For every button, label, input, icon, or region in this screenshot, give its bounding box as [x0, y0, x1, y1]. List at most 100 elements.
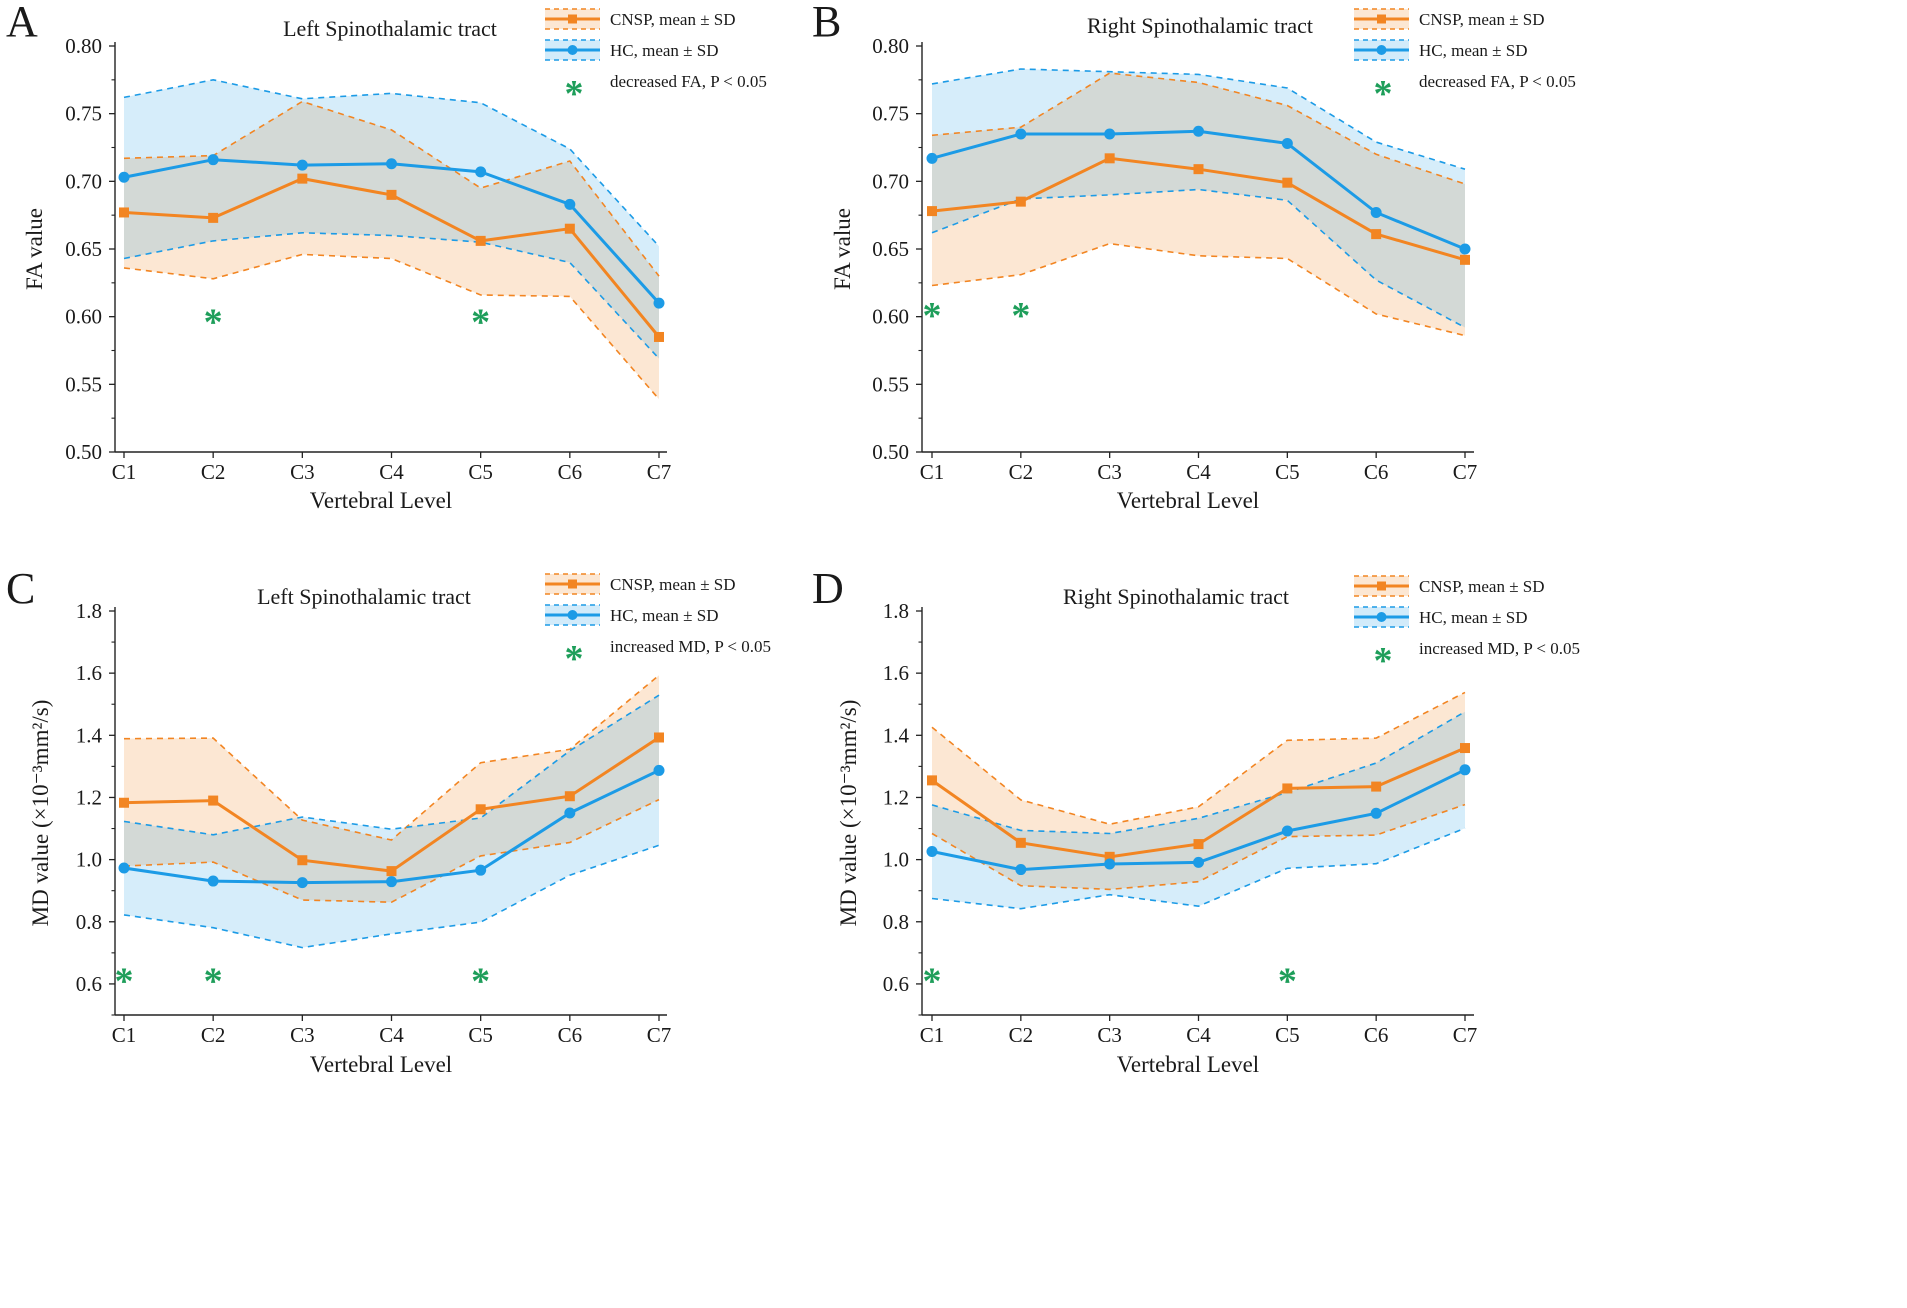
- legend-significance-label: increased MD, P < 0.05: [610, 637, 771, 656]
- legend-cnsp-label: CNSP, mean ± SD: [610, 10, 736, 29]
- cnsp-point-c5: [475, 804, 486, 815]
- cnsp-point-c5: [475, 235, 486, 246]
- hc-point-c2: [1015, 864, 1027, 876]
- y-tick-label: 0.50: [65, 440, 102, 464]
- legend-hc-label: HC, mean ± SD: [610, 41, 719, 60]
- x-axis-label: Vertebral Level: [310, 488, 452, 513]
- hc-upper-sd-line: [931, 68, 1466, 170]
- significance-star-c5: *: [1278, 960, 1297, 1002]
- legend-cnsp-marker: [568, 14, 577, 24]
- x-tick-label-c7: C7: [647, 1023, 672, 1047]
- cnsp-point-c7: [1460, 254, 1470, 265]
- hc-point-c7: [1459, 764, 1471, 776]
- x-tick-label-c3: C3: [290, 1023, 315, 1047]
- significance-star-c1: *: [923, 295, 942, 337]
- significance-star-c5: *: [471, 302, 490, 344]
- hc-point-c5: [1281, 825, 1293, 837]
- cnsp-point-c1: [927, 775, 937, 786]
- x-axis-label: Vertebral Level: [310, 1052, 452, 1077]
- y-axis-label: FA value: [830, 208, 855, 290]
- x-tick-label-c3: C3: [1097, 1023, 1122, 1047]
- cnsp-point-c1: [119, 797, 129, 808]
- x-tick-label-c6: C6: [558, 1023, 583, 1047]
- chart-title: Left Spinothalamic tract: [283, 16, 497, 41]
- x-axis-label: Vertebral Level: [1117, 1052, 1259, 1077]
- cnsp-point-c4: [386, 189, 397, 200]
- legend-hc-marker: [1376, 612, 1387, 622]
- hc-point-c1: [926, 846, 938, 858]
- cnsp-point-c2: [1015, 837, 1026, 848]
- panel-c: 0.6 0.8 1.0 1.2 1.4 1.6 1.8 C1 C2 C3 C4 C5 C6 C7 C Left…: [6, 564, 771, 1077]
- cnsp-point-c6: [564, 791, 575, 802]
- y-tick-label: 0.80: [872, 34, 909, 58]
- y-tick-label: 1.2: [883, 785, 909, 809]
- hc-upper-sd-line: [123, 694, 660, 836]
- significance-star-c2: *: [204, 302, 223, 344]
- cnsp-point-c5: [1282, 177, 1293, 188]
- x-tick-label-c1: C1: [112, 460, 137, 484]
- y-tick-label: 0.75: [65, 102, 102, 126]
- x-tick-label-c6: C6: [1364, 460, 1389, 484]
- legend-hc-label: HC, mean ± SD: [1419, 41, 1528, 60]
- x-tick-label-c6: C6: [558, 460, 583, 484]
- x-tick-label-c3: C3: [290, 460, 315, 484]
- x-tick-label-c5: C5: [1275, 460, 1300, 484]
- legend-hc-marker: [567, 45, 578, 55]
- y-tick-label: 0.55: [872, 372, 909, 396]
- legend-hc-label: HC, mean ± SD: [1419, 608, 1528, 627]
- legend-cnsp-marker: [1377, 581, 1386, 591]
- panel-b: 0.50 0.55 0.60 0.65 0.70 0.75 0.80 C1 C2 C3 C4 C5 C6…: [812, 0, 1576, 513]
- cnsp-point-c3: [297, 173, 308, 184]
- y-tick-label: 1.0: [76, 848, 102, 872]
- y-tick-label: 0.70: [65, 169, 102, 193]
- cnsp-point-c2: [208, 795, 219, 806]
- cnsp-point-c4: [386, 866, 397, 877]
- x-tick-label-c6: C6: [1364, 1023, 1389, 1047]
- y-tick-label: 1.6: [76, 661, 102, 685]
- hc-point-c6: [1370, 807, 1382, 819]
- x-tick-label-c7: C7: [1453, 460, 1478, 484]
- cnsp-upper-sd-line: [931, 72, 1466, 185]
- legend-cnsp-label: CNSP, mean ± SD: [1419, 577, 1545, 596]
- x-tick-label-c1: C1: [920, 460, 945, 484]
- significance-star-c2: *: [1011, 295, 1030, 337]
- x-tick-label-c2: C2: [201, 1023, 226, 1047]
- y-tick-label: 0.75: [872, 102, 909, 126]
- hc-point-c1: [118, 171, 130, 183]
- hc-point-c3: [1104, 858, 1116, 870]
- y-tick-label: 0.65: [872, 237, 909, 261]
- legend-cnsp-label: CNSP, mean ± SD: [1419, 10, 1545, 29]
- chart-title: Right Spinothalamic tract: [1087, 13, 1313, 38]
- cnsp-sd-band: [932, 73, 1465, 336]
- cnsp-point-c6: [1371, 229, 1382, 240]
- legend-significance-star: *: [1374, 640, 1393, 682]
- legend-hc-label: HC, mean ± SD: [610, 606, 719, 625]
- hc-point-c6: [1370, 206, 1382, 218]
- hc-point-c2: [1015, 128, 1027, 140]
- cnsp-point-c2: [1015, 196, 1026, 207]
- cnsp-point-c2: [208, 212, 219, 223]
- chart-title: Left Spinothalamic tract: [257, 584, 471, 609]
- y-tick-label: 0.50: [872, 440, 909, 464]
- y-tick-label: 0.8: [883, 910, 909, 934]
- hc-point-c1: [926, 152, 938, 164]
- hc-point-c6: [564, 807, 576, 819]
- hc-point-c7: [653, 297, 665, 309]
- y-axis-label: FA value: [22, 208, 47, 290]
- panel-d: 0.6 0.8 1.0 1.2 1.4 1.6 1.8 C1 C2 C3 C4 C5 C6 C7 D Righ…: [812, 564, 1580, 1077]
- y-tick-label: 1.0: [883, 848, 909, 872]
- x-tick-label-c1: C1: [920, 1023, 945, 1047]
- x-tick-label-c5: C5: [468, 460, 493, 484]
- legend-significance-star: *: [565, 73, 584, 115]
- y-tick-label: 0.8: [76, 910, 102, 934]
- hc-lower-sd-line: [123, 231, 660, 360]
- hc-point-c5: [1281, 137, 1293, 149]
- legend-significance-label: increased MD, P < 0.05: [1419, 639, 1580, 658]
- x-tick-label-c2: C2: [1009, 1023, 1034, 1047]
- panel-a: 0.50 0.55 0.60 0.65 0.70 0.75 0.80 C1 C2 C3 C4 C5 C6…: [6, 0, 767, 513]
- y-tick-label: 1.8: [883, 599, 909, 623]
- hc-point-c2: [207, 875, 219, 887]
- x-tick-label-c7: C7: [647, 460, 672, 484]
- significance-star-c1: *: [115, 960, 134, 1002]
- hc-point-c4: [386, 876, 397, 888]
